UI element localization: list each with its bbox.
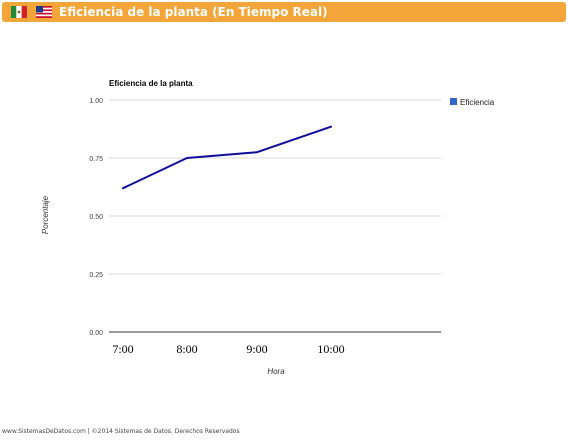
y-axis-label: Porcentaje: [41, 195, 50, 234]
header-bar: Eficiencia de la planta (En Tiempo Real): [2, 2, 566, 22]
y-tick-label: 0.75: [89, 156, 103, 163]
series-lines: [122, 125, 332, 190]
series-line-eficiencia: [122, 125, 332, 190]
y-tick-label: 1.00: [89, 98, 103, 105]
legend-swatch[interactable]: [450, 98, 457, 105]
legend-label[interactable]: Eficiencia: [460, 98, 495, 107]
gridlines: [109, 99, 441, 275]
us-flag-icon[interactable]: [36, 6, 52, 18]
x-tick-label: 7:00: [112, 342, 133, 356]
x-axis-label: Hora: [267, 367, 285, 376]
axes: 0.00 0.25 0.50 0.75 1.00 7:00 8:00 9:00 10:00: [89, 98, 441, 356]
x-tick-label: 9:00: [246, 342, 267, 356]
legend[interactable]: Eficiencia: [450, 98, 495, 107]
x-tick-label: 10:00: [317, 342, 344, 356]
y-tick-label: 0.00: [89, 330, 103, 337]
y-tick-label: 0.50: [89, 214, 103, 221]
chart-title: Eficiencia de la planta: [109, 79, 193, 88]
footer-copyright: www.SistemasDeDatos.com | ©2014 Sistemas…: [2, 428, 240, 435]
x-tick-label: 8:00: [176, 342, 197, 356]
efficiency-line-chart: 0.00 0.25 0.50 0.75 1.00 7:00 8:00 9:00 10:00 Ef…: [41, 79, 495, 376]
mexico-flag-icon[interactable]: [11, 6, 27, 18]
y-tick-label: 0.25: [89, 272, 103, 279]
page-title: Eficiencia de la planta (En Tiempo Real): [59, 5, 328, 19]
